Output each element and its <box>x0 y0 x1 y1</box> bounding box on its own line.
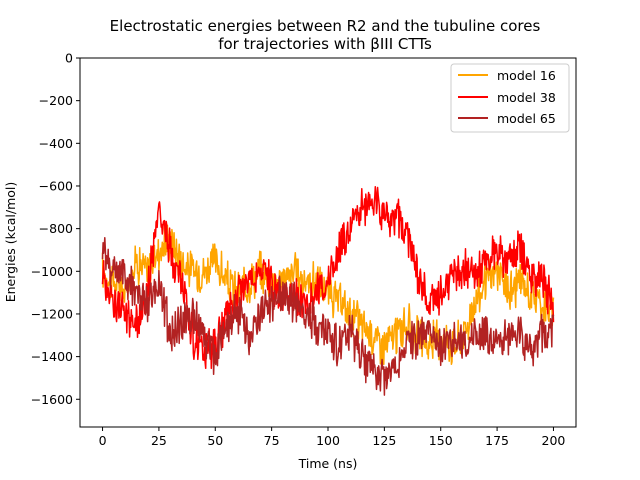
series-line-model-65 <box>101 236 555 396</box>
y-tick-label: −1000 <box>31 264 73 279</box>
x-tick-label: 100 <box>316 433 340 448</box>
series-line-model-38 <box>101 186 555 370</box>
x-axis: 0 25 50 75 100 125 150 175 200 <box>99 427 566 448</box>
x-tick-label: 125 <box>372 433 396 448</box>
chart-title-line-1: Electrostatic energies between R2 and th… <box>110 17 541 35</box>
x-tick-label: 50 <box>207 433 223 448</box>
chart-title-line-2: for trajectories with βIII CTTs <box>218 35 432 53</box>
y-tick-label: −200 <box>39 93 73 108</box>
y-tick-label: −1600 <box>31 392 73 407</box>
y-tick-label: −400 <box>39 136 73 151</box>
legend-frame <box>450 63 570 133</box>
y-tick-label: −1200 <box>31 306 73 321</box>
y-tick-label: −1400 <box>31 349 73 364</box>
x-tick-label: 75 <box>264 433 280 448</box>
legend-label-model-65: model 65 <box>497 111 556 126</box>
y-tick-label: −800 <box>39 221 73 236</box>
x-tick-label: 0 <box>99 433 107 448</box>
x-tick-label: 200 <box>542 433 566 448</box>
y-axis: 0 −200 −400 −600 −800 −1000 −1200 −1400 −1600 <box>31 51 80 407</box>
y-axis-label: Energies (kcal/mol) <box>3 182 18 303</box>
x-axis-label: Time (ns) <box>298 456 358 471</box>
legend-label-model-38: model 38 <box>497 90 556 105</box>
legend: model 16 model 38 model 65 <box>450 63 570 133</box>
y-tick-label: −600 <box>39 178 73 193</box>
x-tick-label: 150 <box>429 433 453 448</box>
x-tick-label: 175 <box>485 433 509 448</box>
legend-label-model-16: model 16 <box>497 68 556 83</box>
y-tick-label: 0 <box>65 51 73 66</box>
x-tick-label: 25 <box>151 433 167 448</box>
plot-lines <box>101 186 555 396</box>
